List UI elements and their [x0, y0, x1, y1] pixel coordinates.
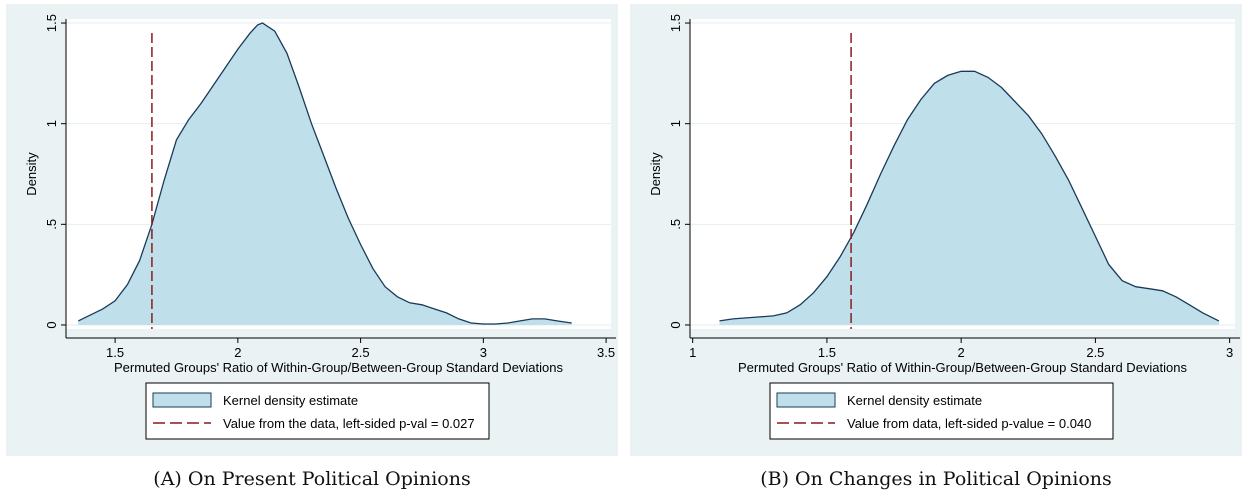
legend-swatch-density [152, 392, 212, 408]
y-tick-label-1: .5 [668, 219, 683, 230]
chart-panel-b: 0 .5 1 1.5 1 1.5 2 2.5 3 Permuted Groups' Ratio o… [630, 4, 1242, 456]
legend-label-density: Kernel density estimate [223, 393, 358, 408]
legend-box [145, 382, 490, 440]
caption-b: (B) On Changes in Political Opinions [760, 468, 1112, 490]
y-tick-label-3: 1.5 [44, 14, 59, 32]
caption-a: (A) On Present Political Opinions [153, 468, 471, 490]
y-tick-label-1: .5 [44, 219, 59, 230]
x-tick-label-1: 2 [234, 345, 241, 360]
x-tick-label-2: 2 [958, 345, 965, 360]
density-chart-a: 0 .5 1 1.5 1.5 2 2.5 3 3.5 Permuted Groups' Ratio… [6, 4, 618, 456]
legend-label-reference: Value from the data, left-sided p-val = … [223, 416, 475, 431]
x-axis-title: Permuted Groups' Ratio of Within-Group/B… [114, 360, 564, 375]
x-axis-title: Permuted Groups' Ratio of Within-Group/B… [738, 360, 1188, 375]
legend-swatch-density [776, 392, 836, 408]
x-tick-label-3: 3 [480, 345, 487, 360]
density-line [78, 22, 572, 325]
legend-box [769, 382, 1114, 440]
x-tick-label-1: 1.5 [818, 345, 836, 360]
density-chart-b: 0 .5 1 1.5 1 1.5 2 2.5 3 Permuted Groups' Ratio o… [630, 4, 1242, 456]
x-tick-label-2: 2.5 [352, 345, 370, 360]
y-axis-title: Density [24, 152, 39, 196]
y-tick-label-0: 0 [668, 321, 683, 328]
density-area [78, 23, 572, 325]
x-tick-label-0: 1 [689, 345, 696, 360]
y-tick-label-2: 1 [668, 120, 683, 127]
y-tick-label-0: 0 [44, 321, 59, 328]
x-tick-label-4: 3.5 [597, 345, 615, 360]
chart-panel-a: 0 .5 1 1.5 1.5 2 2.5 3 3.5 Permuted Groups' Ratio… [6, 4, 618, 456]
y-tick-label-3: 1.5 [668, 14, 683, 32]
x-tick-label-3: 2.5 [1086, 345, 1104, 360]
legend-label-reference: Value from data, left-sided p-value = 0.… [847, 416, 1091, 431]
y-tick-label-2: 1 [44, 120, 59, 127]
x-tick-label-4: 3 [1226, 345, 1233, 360]
density-area [719, 71, 1219, 325]
y-axis-title: Density [648, 152, 663, 196]
density-line [719, 70, 1220, 322]
x-tick-label-0: 1.5 [106, 345, 124, 360]
legend-label-density: Kernel density estimate [847, 393, 982, 408]
